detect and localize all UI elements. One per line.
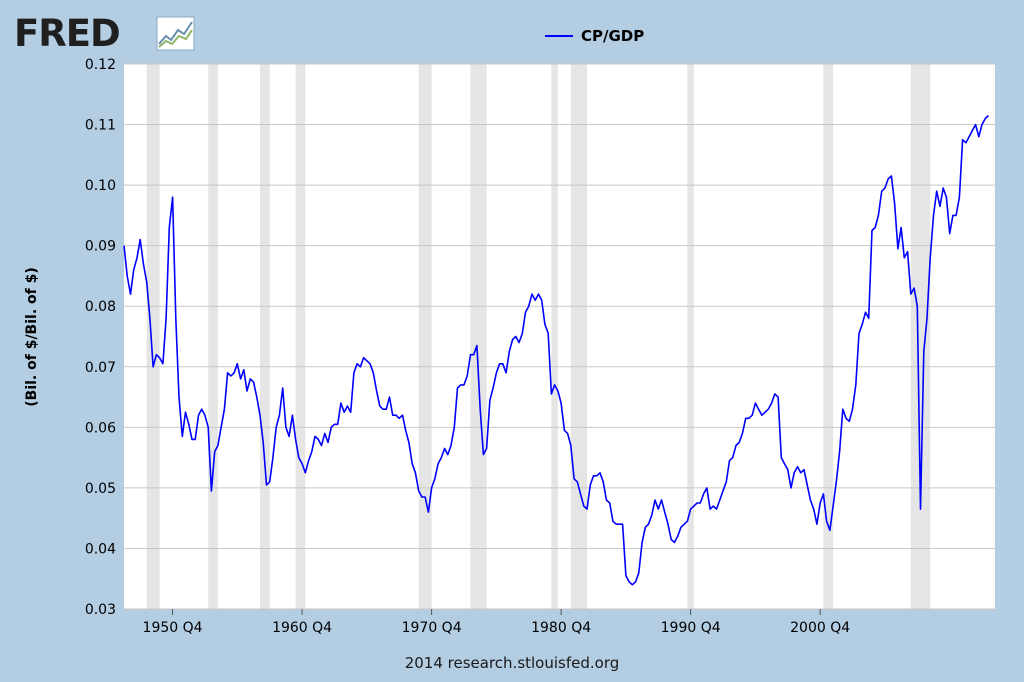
y-tick-label: 0.11 — [85, 118, 116, 134]
recession-band — [146, 64, 160, 609]
logo-graph-icon — [156, 16, 195, 51]
recession-band — [470, 64, 487, 609]
recession-band — [687, 64, 694, 609]
y-tick-label: 0.08 — [85, 299, 116, 315]
series-line-cp-gdp — [123, 114, 990, 586]
y-tick-label: 0.05 — [85, 481, 116, 497]
x-tick-label: 1970 Q4 — [402, 620, 462, 636]
recession-band — [823, 64, 834, 609]
y-tick-label: 0.10 — [85, 178, 116, 194]
x-tick-label: 2000 Q4 — [790, 620, 850, 636]
recession-bands — [146, 64, 931, 609]
chart-legend: CP/GDP — [545, 24, 644, 48]
y-tick-label: 0.04 — [85, 541, 116, 557]
y-tick-label: 0.09 — [85, 239, 116, 255]
recession-band — [418, 64, 432, 609]
legend-label: CP/GDP — [581, 27, 645, 45]
plot-area — [124, 64, 995, 609]
logo-text: FRED — [14, 12, 121, 55]
y-tick-label: 0.03 — [85, 602, 116, 618]
x-tick-label: 1950 Q4 — [143, 620, 203, 636]
recession-band — [570, 64, 588, 609]
x-tick-label: 1980 Q4 — [531, 620, 591, 636]
recession-band — [551, 64, 558, 609]
recession-band — [208, 64, 218, 609]
x-tick-label: 1960 Q4 — [272, 620, 332, 636]
recession-band — [910, 64, 931, 609]
series-line-layer — [123, 114, 990, 586]
x-tick-label: 1990 Q4 — [661, 620, 721, 636]
y-tick-label: 0.06 — [85, 420, 116, 436]
fred-logo: FRED — [14, 10, 199, 58]
recession-band — [259, 64, 270, 609]
y-tick-label: 0.12 — [85, 57, 116, 73]
grid-lines — [124, 63, 995, 610]
y-tick-label: 0.07 — [85, 360, 116, 376]
y-axis-title: (Bil. of $/Bil. of $) — [24, 267, 40, 406]
recession-band — [295, 64, 306, 609]
footer-source: 2014 research.stlouisfed.org — [404, 654, 620, 672]
axes: 0.03 0.04 0.05 0.06 0.07 0.08 0.09 0.10 0.11 0.12… — [85, 57, 850, 636]
legend-line-swatch — [545, 35, 573, 37]
